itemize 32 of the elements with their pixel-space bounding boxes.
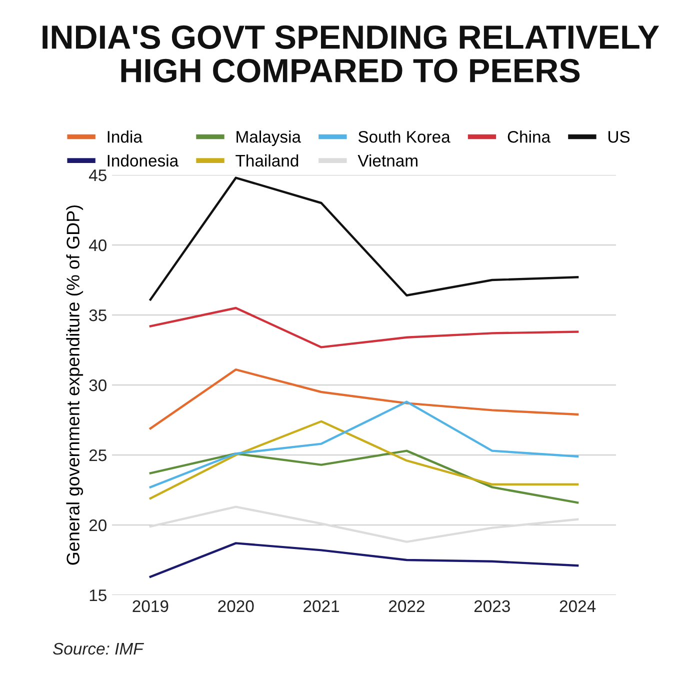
legend-label: China: [508, 130, 551, 143]
chart-title: INDIA'S GOVT SPENDING RELATIVELY HIGH COMPARED TO PEERS: [42, 25, 660, 82]
line-series: [149, 400, 579, 488]
y-tick-label: 35: [89, 309, 106, 322]
line-series: [149, 176, 579, 301]
x-tick-label: 2023: [474, 600, 510, 612]
line-series: [149, 306, 579, 348]
y-tick-label: 25: [89, 449, 106, 462]
legend-label: Thailand: [236, 154, 298, 167]
legend-label: India: [108, 130, 142, 143]
x-tick-label: 2019: [132, 600, 168, 612]
y-tick-label: 30: [89, 379, 106, 392]
y-tick-label: 20: [89, 519, 106, 532]
legend-label: Vietnam: [358, 154, 418, 167]
x-tick-label: 2021: [304, 600, 340, 612]
x-tick-label: 2020: [218, 600, 254, 612]
legend-label: Indonesia: [108, 154, 179, 167]
line-series: [149, 450, 579, 504]
legend-label: US: [608, 130, 630, 143]
legend-label: Malaysia: [236, 130, 302, 146]
y-tick-label: 15: [90, 590, 106, 602]
legend-label: South Korea: [358, 130, 450, 143]
y-tick-label: 45: [88, 170, 106, 182]
line-series: [149, 506, 579, 543]
line-series: [149, 368, 579, 430]
x-tick-label: 2024: [560, 600, 596, 612]
line-series: [149, 420, 579, 500]
y-axis-title: General government expenditure (% of GDP): [66, 205, 84, 565]
y-tick-label: 40: [88, 239, 106, 252]
x-tick-label: 2022: [389, 600, 424, 612]
line-series: [149, 542, 579, 578]
source-note: Source: IMF: [52, 642, 144, 655]
